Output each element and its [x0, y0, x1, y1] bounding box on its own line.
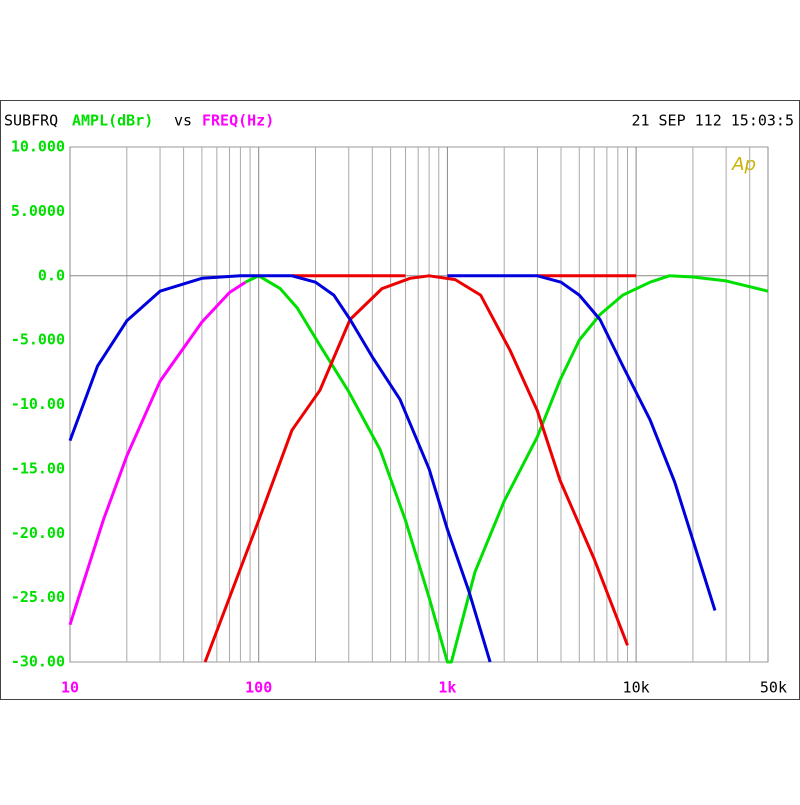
x-axis-label: FREQ(Hz)	[202, 112, 274, 130]
y-tick-label: 5.0000	[11, 202, 65, 220]
x-tick-label: 1k	[438, 679, 456, 697]
y-tick-label: -20.00	[11, 524, 65, 542]
y-tick-label: -5.000	[11, 331, 65, 349]
logo: Ap	[731, 154, 756, 175]
curve	[203, 274, 629, 663]
x-tick-label: 10k	[623, 679, 650, 697]
curve	[244, 274, 769, 664]
joiner: vs	[174, 112, 192, 130]
curve	[68, 274, 492, 663]
y-tick-label: -10.00	[11, 395, 65, 413]
x-tick-label: 50k	[760, 679, 787, 697]
y-tick-label: 10.000	[11, 138, 65, 156]
curve	[68, 280, 247, 626]
x-tick-label: 100	[245, 679, 272, 697]
timestamp: 21 SEP 112 15:03:5	[631, 112, 794, 130]
y-tick-label: -25.00	[11, 588, 65, 606]
y-tick-label: -15.00	[11, 459, 65, 477]
chart-title: SUBFRQ	[4, 112, 58, 130]
y-tick-label: 0.0	[38, 266, 65, 284]
y-tick-label: -30.00	[11, 653, 65, 671]
curve	[447, 274, 717, 611]
x-tick-label: 10	[61, 679, 79, 697]
y-axis-label: AMPL(dBr)	[72, 112, 153, 130]
